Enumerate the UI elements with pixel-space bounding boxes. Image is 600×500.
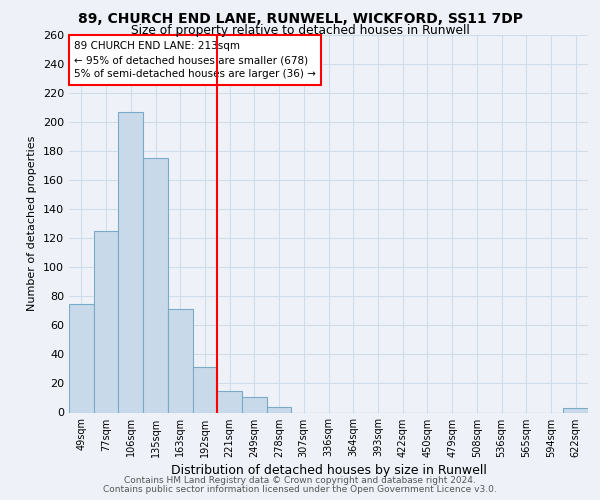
Bar: [94, 231, 118, 412]
Bar: [267, 406, 292, 412]
Bar: [563, 408, 588, 412]
Bar: [143, 158, 168, 412]
Text: Contains public sector information licensed under the Open Government Licence v3: Contains public sector information licen…: [103, 484, 497, 494]
Text: 89 CHURCH END LANE: 213sqm
← 95% of detached houses are smaller (678)
5% of semi: 89 CHURCH END LANE: 213sqm ← 95% of deta…: [74, 40, 316, 80]
Text: Contains HM Land Registry data © Crown copyright and database right 2024.: Contains HM Land Registry data © Crown c…: [124, 476, 476, 485]
Bar: [217, 390, 242, 412]
Bar: [168, 310, 193, 412]
Bar: [69, 304, 94, 412]
Text: Size of property relative to detached houses in Runwell: Size of property relative to detached ho…: [131, 24, 469, 37]
Y-axis label: Number of detached properties: Number of detached properties: [28, 136, 37, 312]
X-axis label: Distribution of detached houses by size in Runwell: Distribution of detached houses by size …: [170, 464, 487, 476]
Text: 89, CHURCH END LANE, RUNWELL, WICKFORD, SS11 7DP: 89, CHURCH END LANE, RUNWELL, WICKFORD, …: [77, 12, 523, 26]
Bar: [118, 112, 143, 412]
Bar: [193, 368, 217, 412]
Bar: [242, 396, 267, 412]
